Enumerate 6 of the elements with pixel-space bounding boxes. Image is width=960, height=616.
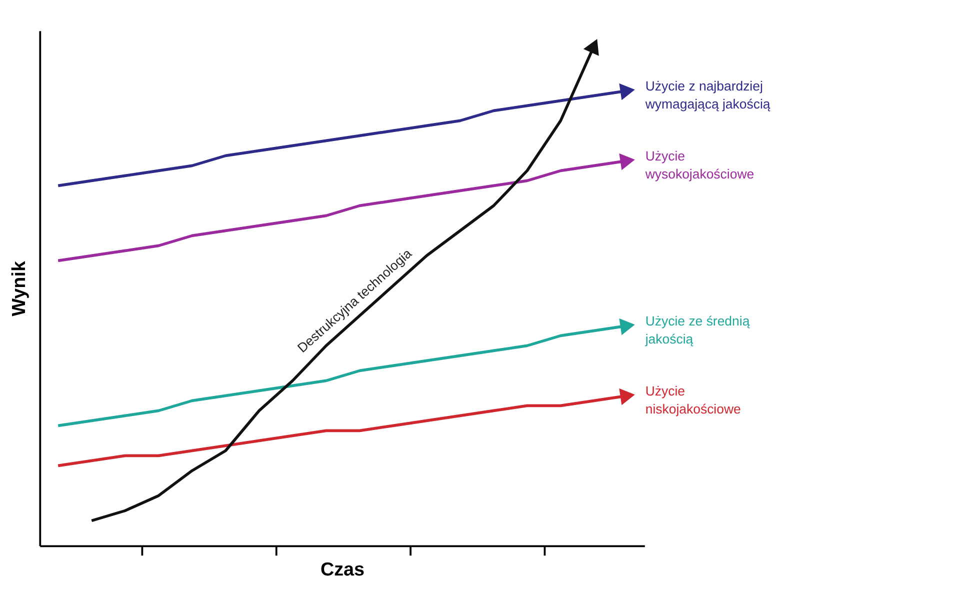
- series-label: Użycie z najbardziej wymagającą jakością: [644, 78, 771, 112]
- series-label: Użycie niskojakościowe: [645, 384, 741, 417]
- series-label: Użycie ze średnią jakością: [644, 314, 750, 347]
- y-axis-title: Wynik: [9, 260, 30, 316]
- x-axis-title: Czas: [320, 559, 365, 580]
- series-label: Użycie wysokojakościowe: [644, 148, 754, 182]
